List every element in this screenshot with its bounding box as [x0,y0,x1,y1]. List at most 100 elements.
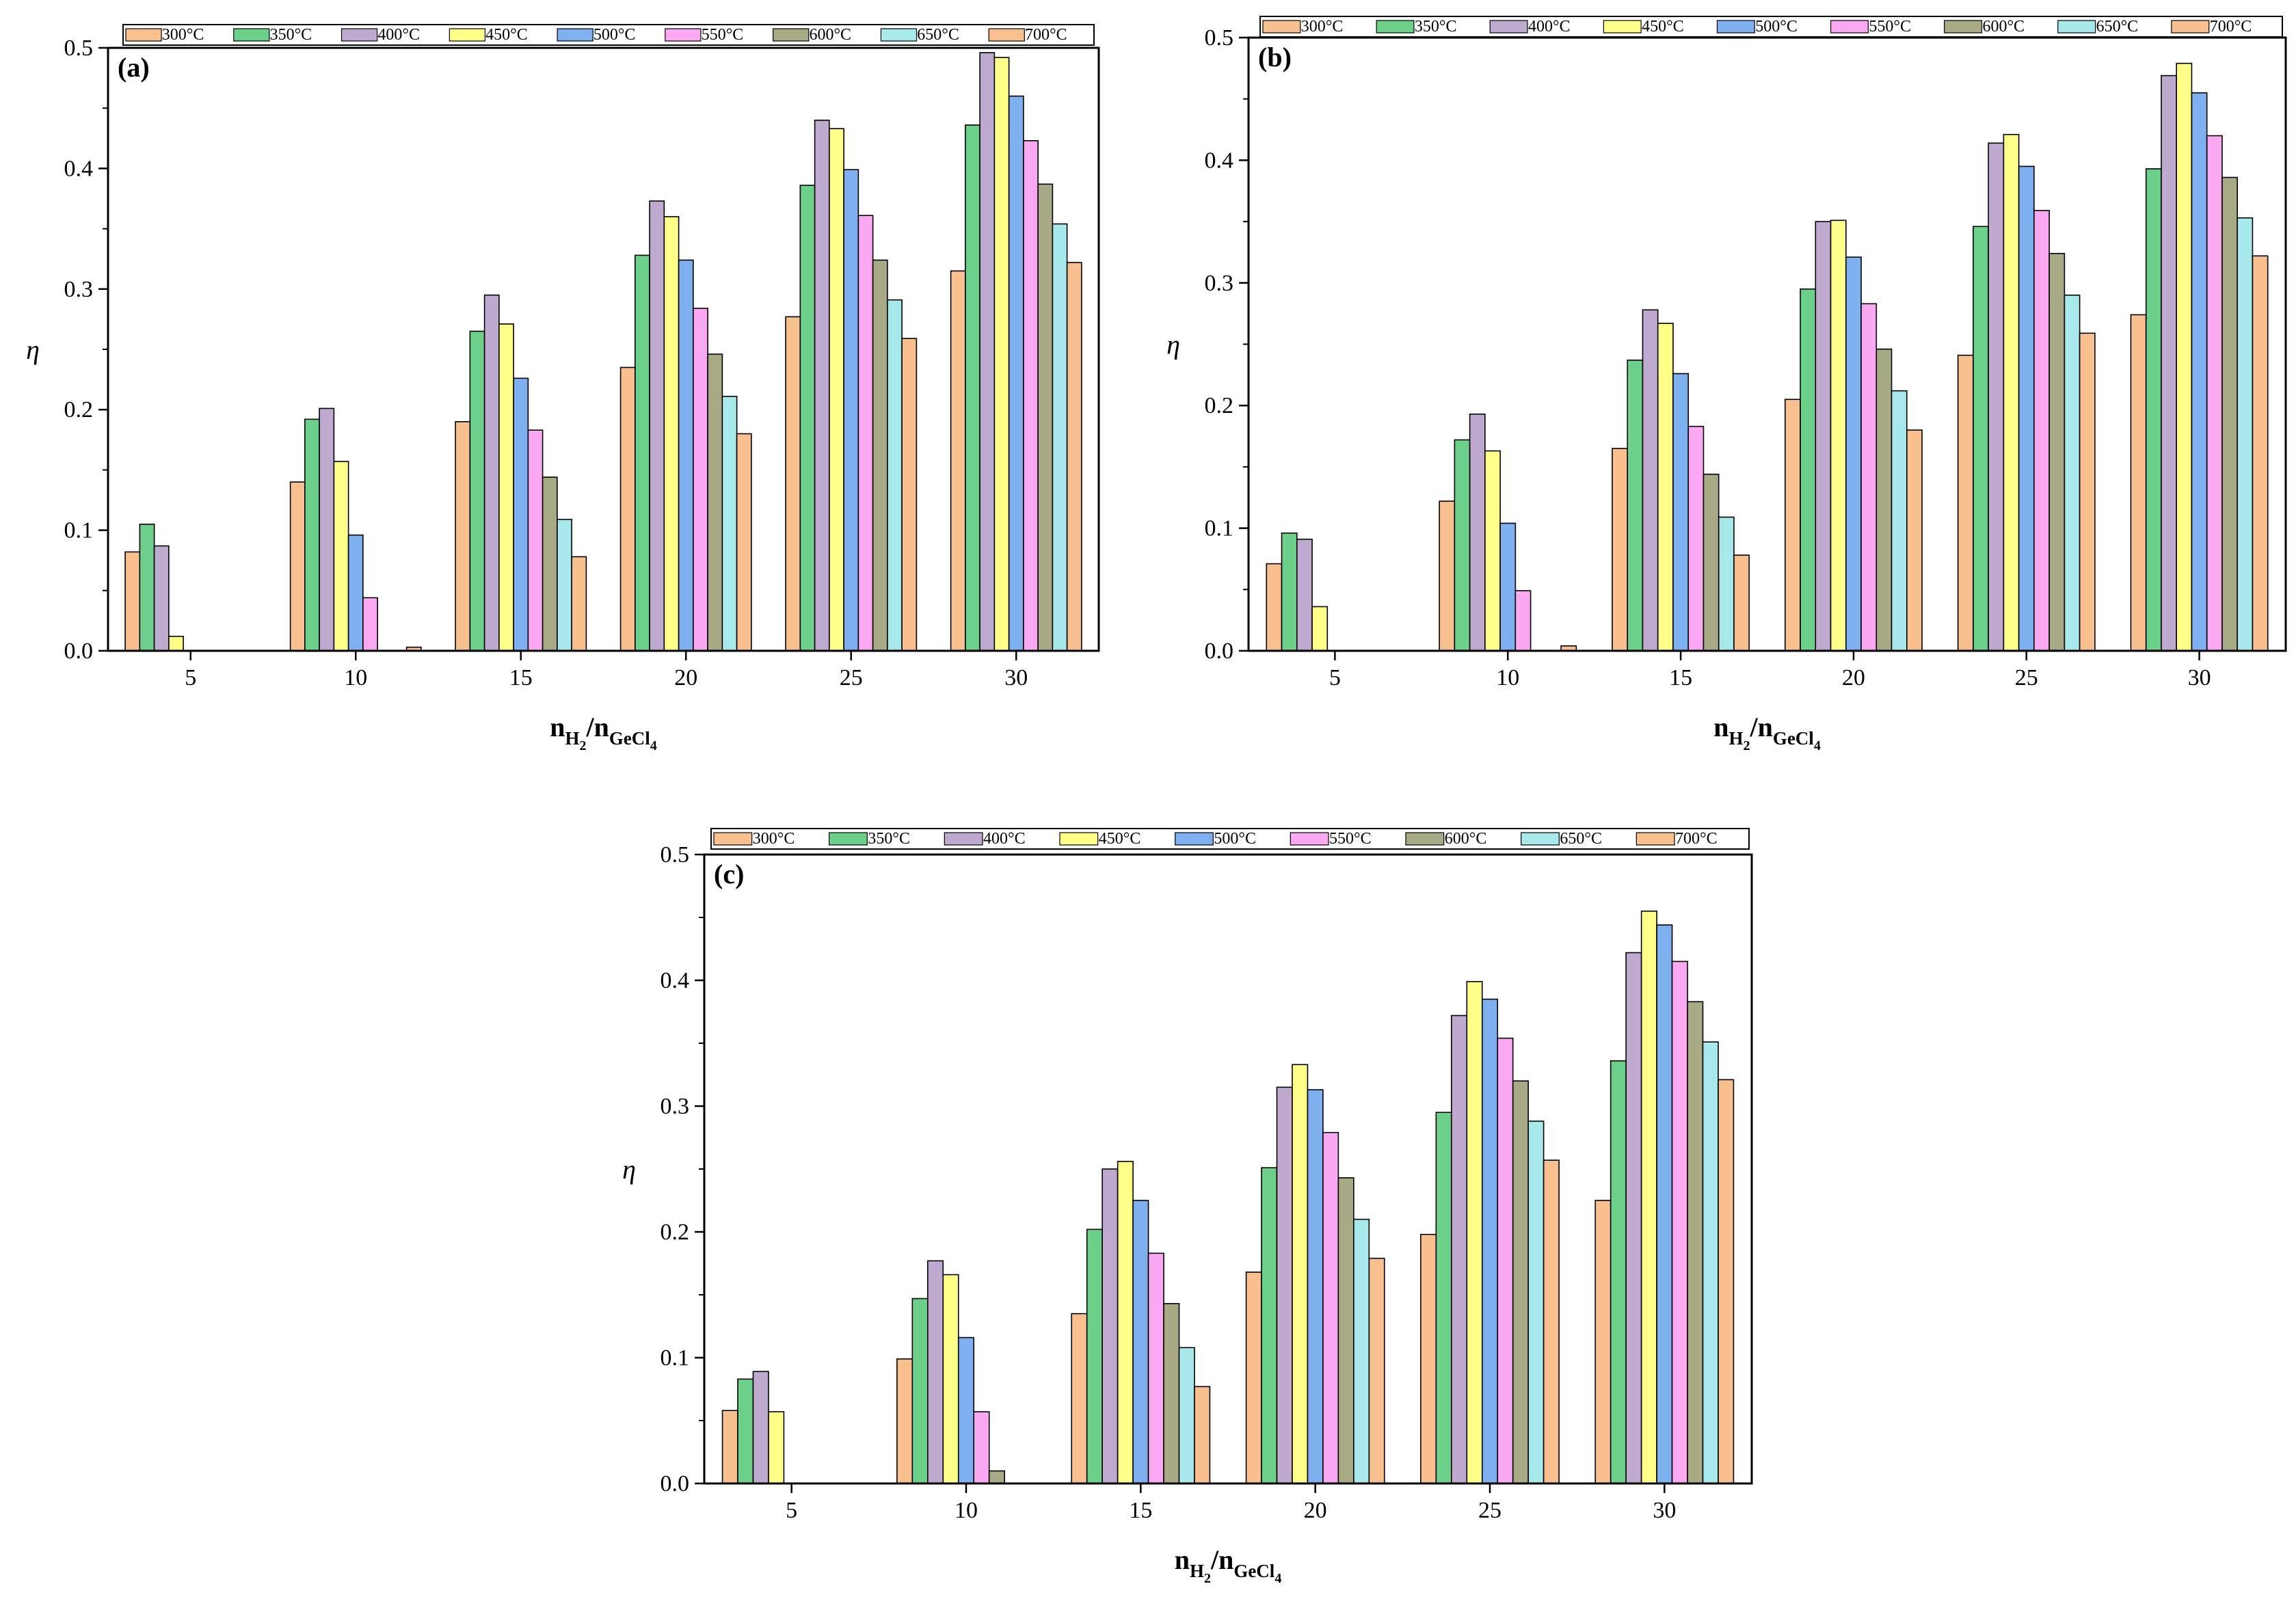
bar [1718,516,1735,651]
x-tick-label: 30 [1004,665,1028,690]
y-tick-label: 0.0 [64,639,94,664]
bar [1052,223,1068,651]
x-axis-title-part: GeCl [609,728,650,749]
y-tick-label: 0.3 [1205,271,1234,296]
y-tick-label: 0.2 [64,397,94,422]
y-tick-label: 0.4 [660,968,690,993]
legend-swatch [1290,832,1329,846]
plot-frame [1247,36,2287,652]
legend-frame [122,24,1095,46]
x-tick-label: 30 [2188,665,2211,690]
bar [1906,429,1923,651]
bar [1132,1200,1149,1484]
bar [1687,425,1705,651]
bar [1784,399,1801,651]
legend-label: 300°C [753,830,795,848]
legend-label: 650°C [1560,830,1602,848]
bar [1194,1386,1211,1484]
bar [513,377,529,651]
bar [678,259,694,651]
legend: 300°C 350°C 400°C 450°C 500°C 550°C 600°C 650°C… [1259,16,2283,38]
y-tick-label: 0.4 [64,156,94,181]
legend-label: 450°C [1099,830,1141,848]
bar [649,200,665,651]
legend-swatch [1636,832,1675,846]
y-tick-label: 0.0 [1205,639,1234,664]
bar [483,294,500,651]
bar [1718,1079,1735,1484]
legend-label: 350°C [868,830,910,848]
bar [1023,140,1039,651]
bar [333,461,349,651]
bar [1276,1086,1293,1484]
legend-swatch [1262,20,1301,33]
panel-label: (a) [118,52,150,83]
x-axis-title-part: 4 [1814,738,1821,753]
y-tick-label: 0.2 [660,1220,690,1245]
bar [887,299,903,651]
bar [1086,1228,1103,1484]
bar [2206,135,2223,651]
bar [304,418,320,651]
bar [993,57,1010,651]
bar [693,308,708,651]
bar [829,128,844,651]
bar [737,1378,754,1484]
legend-swatch [665,28,702,42]
bar [1484,450,1501,651]
legend-label: 500°C [1214,830,1256,848]
y-tick-label: 0.5 [64,36,94,61]
x-axis-title-part: GeCl [1233,1561,1274,1581]
bar [124,551,141,651]
x-axis-title-part: H [565,728,579,749]
legend-swatch [1944,20,1983,33]
legend-swatch [341,28,378,42]
bar [1281,532,1298,651]
legend-label: 700°C [1025,26,1067,44]
bar [1973,226,1989,651]
legend-label: 300°C [162,26,204,44]
y-axis-title: η [1166,330,1180,360]
bar [2003,133,2020,651]
x-axis-title-part: n [550,712,565,742]
legend-swatch [1830,20,1869,33]
x-axis-title-part: GeCl [1773,728,1814,749]
bar [1640,911,1657,1484]
legend-label: 400°C [983,830,1026,848]
bar [168,636,184,651]
y-tick-label: 0.0 [660,1471,690,1496]
legend-swatch [1405,832,1445,846]
chart-panel-b: 300°C 350°C 400°C 450°C 500°C 550°C 600°C 650°C… [1166,16,2287,753]
bar [1481,998,1499,1484]
bar [635,254,650,651]
plot-frame [107,46,1100,652]
bar [752,1371,769,1484]
y-tick-label: 0.5 [1205,25,1234,51]
bar [1245,1272,1262,1484]
panel-label: (b) [1258,42,1292,72]
bar [362,597,378,651]
bar [1543,1159,1560,1484]
legend-frame [710,828,1750,850]
x-tick-label: 15 [1129,1498,1152,1523]
legend-swatch [233,28,270,42]
bar [1988,142,2005,651]
bar [973,1411,990,1484]
bar [527,429,544,651]
panel-label: (c) [714,859,744,889]
bar [1322,1131,1339,1484]
bar [901,338,918,651]
y-tick-label: 0.4 [1205,148,1234,173]
y-tick-label: 0.3 [660,1094,690,1119]
bar [785,316,801,651]
y-tick-label: 0.1 [64,518,94,543]
bar [2221,176,2239,651]
bar [1625,952,1642,1484]
bar [1512,1080,1529,1484]
legend-swatch [829,832,868,846]
bar [1037,183,1054,651]
bar [1499,522,1517,651]
bar [799,185,816,651]
legend-label: 350°C [270,26,312,44]
legend-label: 450°C [485,26,528,44]
